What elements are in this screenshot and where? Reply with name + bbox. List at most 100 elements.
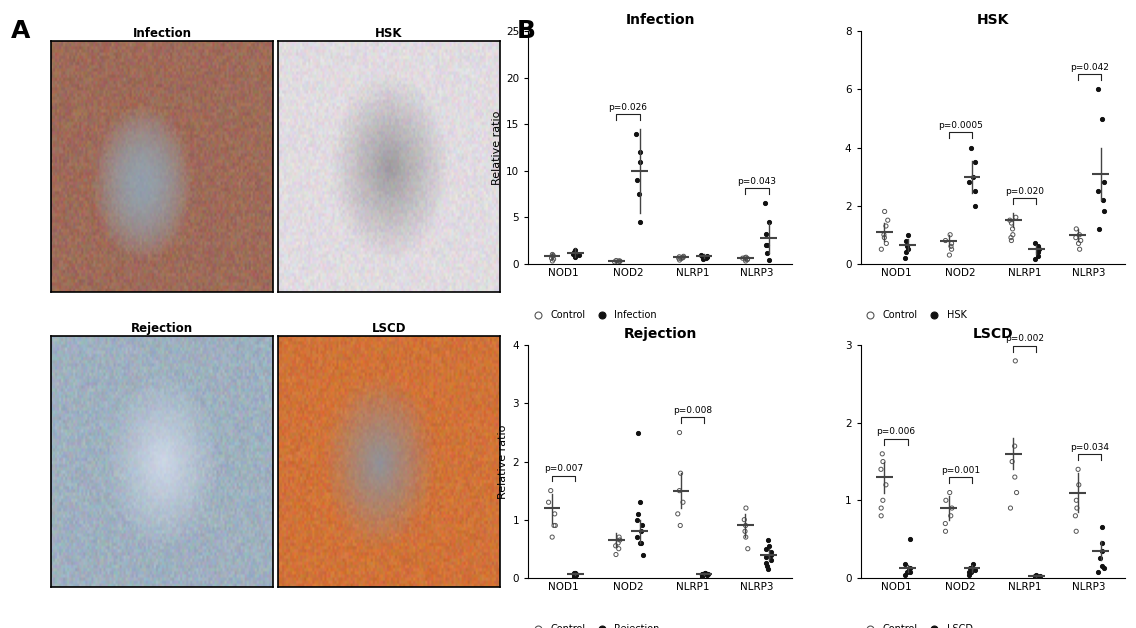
Point: [737, 503, 755, 513]
Point: [565, 568, 583, 578]
Point: [1067, 232, 1085, 242]
Point: [1089, 566, 1108, 577]
Point: [544, 251, 562, 261]
Point: [737, 252, 755, 263]
Title: LSCD: LSCD: [371, 322, 407, 335]
Point: [936, 526, 954, 536]
Point: [757, 240, 775, 250]
Point: [633, 526, 651, 536]
Point: [734, 253, 752, 263]
Point: [738, 544, 757, 554]
Point: [543, 253, 561, 263]
Point: [611, 535, 629, 545]
Point: [543, 532, 561, 542]
Point: [872, 503, 891, 513]
Text: B: B: [517, 19, 536, 43]
Point: [628, 175, 646, 185]
Point: [760, 541, 778, 551]
Legend: Control, HSK: Control, HSK: [860, 310, 967, 320]
Point: [540, 497, 558, 507]
Point: [671, 521, 690, 531]
Point: [872, 244, 891, 254]
Point: [877, 221, 895, 231]
Point: [757, 553, 775, 563]
Point: [936, 236, 954, 246]
Point: [942, 511, 960, 521]
Point: [630, 156, 649, 166]
Point: [628, 428, 646, 438]
Point: [566, 568, 584, 578]
Point: [1094, 195, 1112, 205]
Point: [1070, 230, 1088, 240]
Point: [544, 254, 562, 264]
Point: [1067, 511, 1085, 521]
Point: [694, 569, 712, 579]
Point: [628, 514, 646, 524]
Point: [1029, 241, 1047, 251]
Point: [897, 566, 916, 577]
Text: p=0.020: p=0.020: [1005, 187, 1044, 195]
Text: p=0.043: p=0.043: [737, 177, 776, 186]
Point: [936, 519, 954, 529]
Point: [544, 251, 562, 261]
Point: [736, 521, 754, 531]
Point: [941, 250, 959, 260]
Point: [901, 567, 919, 577]
Point: [627, 129, 645, 139]
Point: [1071, 236, 1089, 246]
Point: [565, 570, 583, 580]
Point: [1067, 526, 1085, 536]
Text: p=0.0005: p=0.0005: [938, 121, 983, 130]
Point: [1068, 495, 1086, 506]
Point: [696, 568, 715, 578]
Point: [693, 570, 711, 580]
Point: [762, 550, 780, 560]
Point: [736, 526, 754, 536]
Text: p=0.042: p=0.042: [1070, 63, 1109, 72]
Point: [901, 534, 919, 544]
Point: [694, 252, 712, 262]
Point: [1028, 247, 1046, 257]
Point: [943, 244, 961, 254]
Point: [1093, 114, 1111, 124]
Point: [699, 569, 717, 579]
Point: [566, 571, 584, 582]
Point: [1070, 244, 1088, 254]
Point: [670, 485, 688, 495]
Point: [1095, 177, 1113, 187]
Point: [736, 256, 754, 266]
Point: [566, 570, 584, 580]
Point: [736, 252, 754, 263]
Point: [1093, 546, 1111, 556]
Text: p=0.034: p=0.034: [1070, 443, 1109, 452]
Point: [1089, 224, 1108, 234]
Point: [629, 189, 648, 199]
Point: [960, 570, 978, 580]
Point: [546, 521, 565, 531]
Point: [693, 570, 711, 580]
Point: [872, 511, 891, 521]
Point: [875, 232, 893, 242]
Point: [543, 249, 561, 259]
Point: [565, 249, 583, 259]
Point: [1070, 480, 1088, 490]
Point: [896, 559, 914, 569]
Point: [1028, 251, 1046, 261]
Point: [630, 217, 649, 227]
Point: [941, 487, 959, 497]
Point: [610, 532, 628, 542]
Point: [567, 570, 585, 580]
Point: [565, 247, 583, 257]
Point: [607, 550, 625, 560]
Point: [878, 215, 896, 225]
Point: [610, 256, 628, 266]
Point: [735, 514, 753, 524]
Point: [1006, 356, 1025, 366]
Point: [633, 521, 651, 531]
Title: Rejection: Rejection: [624, 327, 698, 342]
Point: [901, 563, 919, 573]
Legend: Control, Infection: Control, Infection: [528, 310, 657, 320]
Point: [738, 254, 757, 264]
Text: p=0.001: p=0.001: [941, 466, 980, 475]
Point: [566, 245, 584, 255]
